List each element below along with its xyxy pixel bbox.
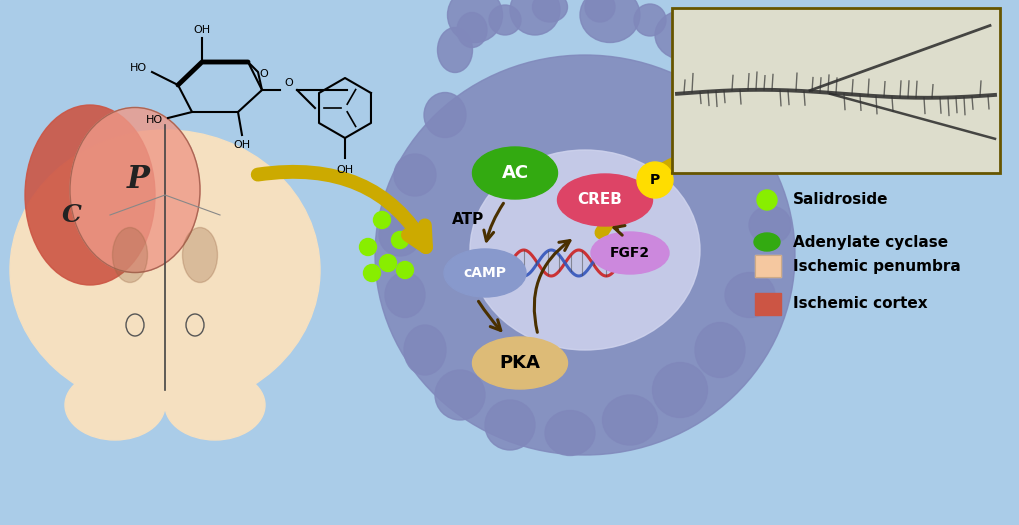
Text: PKA: PKA [499, 354, 540, 372]
Ellipse shape [112, 227, 148, 282]
Text: AC: AC [501, 164, 528, 182]
Text: Salidroside: Salidroside [792, 193, 888, 207]
Ellipse shape [393, 154, 435, 196]
Circle shape [363, 265, 380, 281]
Ellipse shape [434, 370, 484, 420]
Ellipse shape [65, 370, 165, 440]
Bar [754, 293, 781, 315]
Circle shape [396, 261, 413, 278]
Ellipse shape [725, 272, 774, 318]
Ellipse shape [379, 214, 421, 256]
Ellipse shape [544, 411, 594, 456]
Text: OH: OH [336, 165, 354, 175]
Bar [754, 255, 781, 277]
Ellipse shape [10, 130, 320, 410]
Text: P: P [126, 164, 150, 195]
Circle shape [359, 238, 376, 256]
Ellipse shape [470, 150, 699, 350]
Ellipse shape [472, 337, 567, 389]
Ellipse shape [654, 10, 714, 60]
Ellipse shape [484, 400, 535, 450]
Ellipse shape [375, 55, 794, 455]
Text: FGF2: FGF2 [609, 246, 649, 260]
Text: Ischemic cortex: Ischemic cortex [792, 297, 926, 311]
Text: P: P [649, 173, 659, 187]
Ellipse shape [652, 362, 707, 417]
Ellipse shape [424, 92, 466, 138]
Ellipse shape [447, 0, 502, 43]
Ellipse shape [748, 206, 790, 244]
Text: ATP: ATP [451, 213, 484, 227]
Ellipse shape [634, 4, 665, 36]
Text: HO: HO [129, 63, 147, 73]
Text: O: O [260, 69, 268, 79]
Text: C: C [62, 203, 82, 227]
Ellipse shape [165, 370, 265, 440]
Circle shape [391, 232, 408, 248]
Ellipse shape [714, 51, 754, 89]
Ellipse shape [580, 0, 639, 43]
Circle shape [756, 190, 776, 210]
Ellipse shape [585, 0, 614, 22]
Ellipse shape [694, 322, 744, 377]
Ellipse shape [590, 232, 668, 274]
Circle shape [373, 212, 390, 228]
Ellipse shape [681, 28, 718, 66]
Ellipse shape [384, 272, 425, 318]
Ellipse shape [488, 5, 521, 35]
Ellipse shape [510, 0, 559, 35]
Ellipse shape [753, 233, 780, 251]
Text: O: O [284, 78, 293, 88]
Bar [672, 8, 999, 173]
Ellipse shape [182, 227, 217, 282]
Text: CREB: CREB [577, 193, 622, 207]
Text: Ischemic penumbra: Ischemic penumbra [792, 258, 960, 274]
Ellipse shape [443, 249, 526, 297]
Ellipse shape [754, 138, 794, 173]
Text: Adenylate cyclase: Adenylate cyclase [792, 235, 948, 249]
Ellipse shape [557, 174, 652, 226]
Ellipse shape [404, 325, 445, 375]
Bar [754, 255, 781, 277]
Circle shape [379, 255, 396, 271]
Ellipse shape [70, 108, 200, 272]
Ellipse shape [472, 147, 557, 199]
Text: HO: HO [146, 115, 162, 125]
Text: cAMP: cAMP [463, 266, 506, 280]
Text: OH: OH [233, 140, 251, 150]
Text: OH: OH [194, 25, 210, 35]
Ellipse shape [602, 395, 657, 445]
Ellipse shape [532, 0, 567, 22]
Ellipse shape [457, 13, 486, 47]
Ellipse shape [737, 88, 782, 122]
Ellipse shape [437, 27, 472, 72]
Ellipse shape [25, 105, 155, 285]
Circle shape [637, 162, 673, 198]
Bar [672, 8, 999, 173]
